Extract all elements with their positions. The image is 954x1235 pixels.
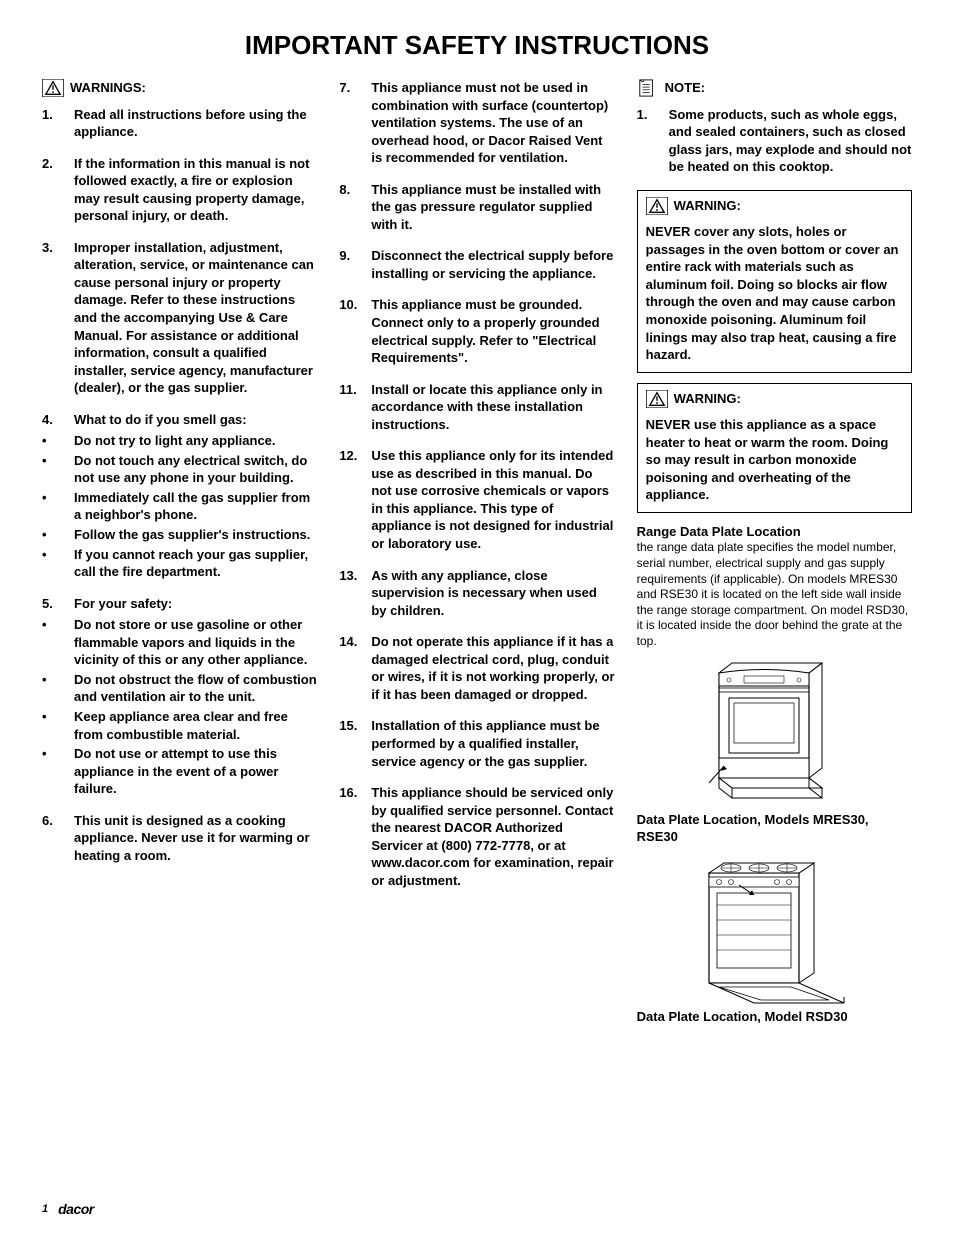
page-footer: 1 dacor — [42, 1201, 94, 1217]
sub-list-item: Do not obstruct the flow of combustion a… — [42, 671, 317, 706]
sub-list: Do not try to light any appliance. Do not… — [42, 432, 317, 580]
list-item: This appliance must be grounded. Connect… — [339, 296, 614, 366]
page-number: 1 — [42, 1203, 48, 1215]
column-1: WARNINGS: Read all instructions before u… — [42, 79, 317, 1036]
sub-list-item: Do not store or use gasoline or other fl… — [42, 616, 317, 669]
sub-list-item: If you cannot reach your gas supplier, c… — [42, 546, 317, 581]
columns-container: WARNINGS: Read all instructions before u… — [42, 79, 912, 1036]
sub-list-item: Do not try to light any appliance. — [42, 432, 317, 450]
list-item: Read all instructions before using the a… — [42, 106, 317, 141]
list-item: Improper installation, adjustment, alter… — [42, 239, 317, 397]
warning-box-1: WARNING: NEVER cover any slots, holes or… — [637, 190, 912, 373]
note-label: NOTE: — [665, 79, 705, 97]
warning-triangle-icon — [42, 79, 64, 102]
page-title: IMPORTANT SAFETY INSTRUCTIONS — [42, 30, 912, 61]
brand-logo: dacor — [58, 1201, 94, 1217]
sub-list: Do not store or use gasoline or other fl… — [42, 616, 317, 797]
column-3: NOTE: Some products, such as whole eggs,… — [637, 79, 912, 1036]
warning-box-2: WARNING: NEVER use this appliance as a s… — [637, 383, 912, 513]
sub-list-item: Follow the gas supplier's instructions. — [42, 526, 317, 544]
warnings-list-2: This appliance must not be used in combi… — [339, 79, 614, 889]
list-item: Installation of this appliance must be p… — [339, 717, 614, 770]
list-item: This unit is designed as a cooking appli… — [42, 812, 317, 865]
list-item: Some products, such as whole eggs, and s… — [637, 106, 912, 176]
list-item: As with any appliance, close supervision… — [339, 567, 614, 620]
list-item: If the information in this manual is not… — [42, 155, 317, 225]
list-item: This appliance must be installed with th… — [339, 181, 614, 234]
figure2-caption: Data Plate Location, Model RSD30 — [637, 1009, 912, 1026]
list-item: What to do if you smell gas: — [42, 411, 317, 429]
list-item: This appliance should be serviced only b… — [339, 784, 614, 889]
sub-list-item: Keep appliance area clear and free from … — [42, 708, 317, 743]
list-item: Disconnect the electrical supply before … — [339, 247, 614, 282]
warnings-label: WARNINGS: — [70, 79, 146, 97]
note-list: Some products, such as whole eggs, and s… — [637, 106, 912, 176]
dataplate-head: Range Data Plate Location — [637, 523, 912, 541]
warning-triangle-icon — [646, 390, 668, 413]
note-header: NOTE: — [637, 79, 912, 102]
sub-list-item: Do not use or attempt to use this applia… — [42, 745, 317, 798]
list-item: Install or locate this appliance only in… — [339, 381, 614, 434]
list-item: Do not operate this appliance if it has … — [339, 633, 614, 703]
list-item: For your safety: — [42, 595, 317, 613]
dataplate-body: the range data plate specifies the model… — [637, 540, 912, 649]
warning2-header: WARNING: — [646, 390, 903, 413]
sub-list-item: Do not touch any electrical switch, do n… — [42, 452, 317, 487]
column-2: This appliance must not be used in combi… — [339, 79, 614, 1036]
list-item: Use this appliance only for its intended… — [339, 447, 614, 552]
warning-triangle-icon — [646, 197, 668, 220]
warning1-body: NEVER cover any slots, holes or passages… — [646, 223, 903, 363]
warnings-header: WARNINGS: — [42, 79, 317, 102]
sub-list-item: Immediately call the gas supplier from a… — [42, 489, 317, 524]
warning2-body: NEVER use this appliance as a space heat… — [646, 416, 903, 504]
list-item: This appliance must not be used in combi… — [339, 79, 614, 167]
note-page-icon — [637, 79, 659, 102]
warning2-label: WARNING: — [674, 390, 741, 408]
warning1-label: WARNING: — [674, 197, 741, 215]
warnings-list-1: Read all instructions before using the a… — [42, 106, 317, 865]
warning1-header: WARNING: — [646, 197, 903, 220]
range-figure-1 — [637, 658, 912, 808]
range-figure-2 — [637, 855, 912, 1005]
figure1-caption: Data Plate Location, Models MRES30, RSE3… — [637, 812, 912, 846]
